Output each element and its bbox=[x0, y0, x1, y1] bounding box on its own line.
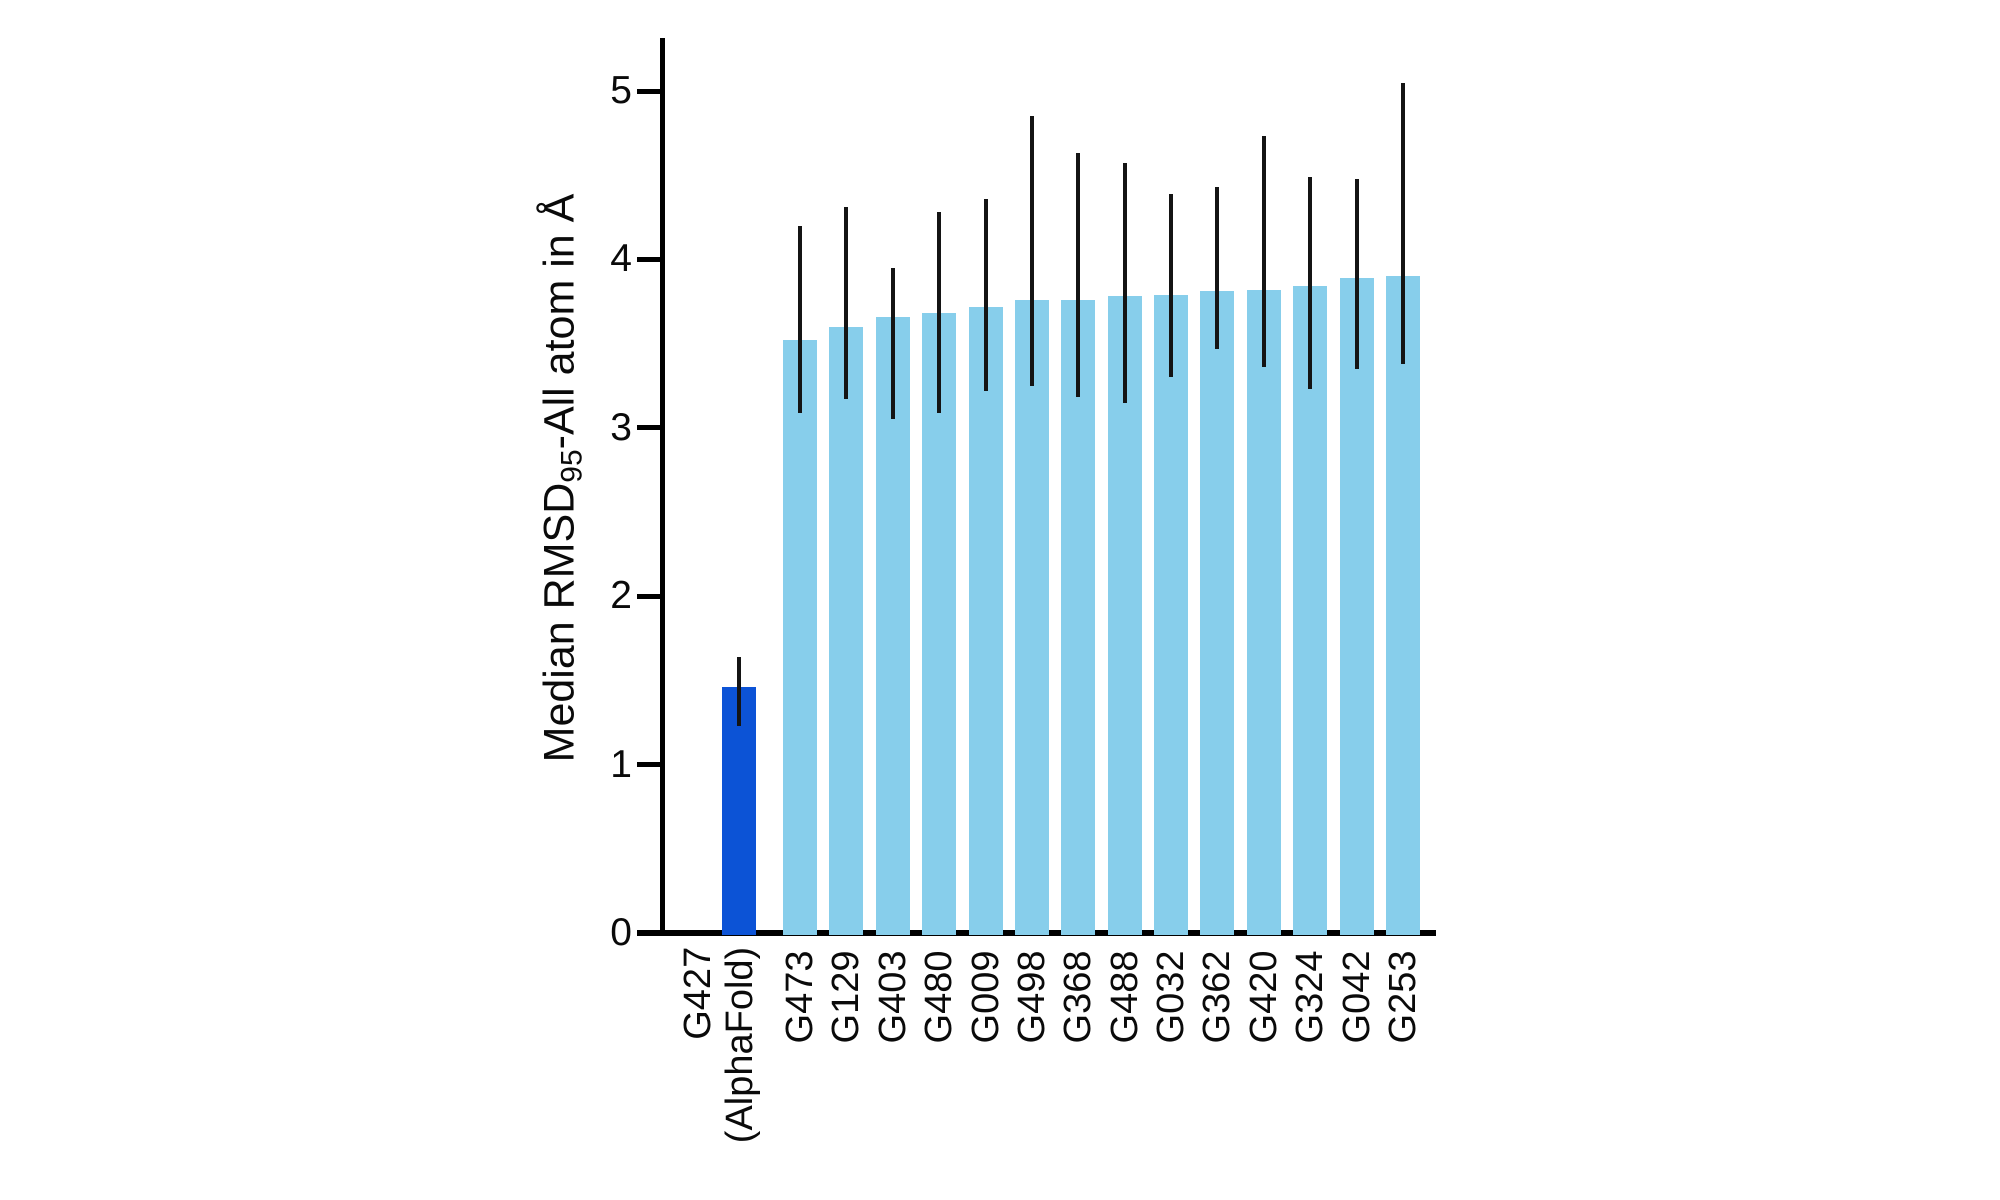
error-bar-G480 bbox=[937, 212, 942, 413]
y-axis-title-subscript: 95 bbox=[555, 449, 589, 483]
error-bar-G498 bbox=[1029, 116, 1034, 386]
y-tick-1 bbox=[637, 762, 663, 768]
bar-G498 bbox=[1014, 299, 1049, 935]
error-bar-G324 bbox=[1308, 176, 1313, 390]
bar-G129 bbox=[829, 326, 864, 935]
error-bar-G488 bbox=[1122, 163, 1127, 403]
error-bar-G420 bbox=[1261, 136, 1266, 368]
error-bar-G009 bbox=[983, 198, 988, 391]
x-tick-label-G427: G427 (AlphaFold) bbox=[677, 947, 761, 1143]
bar-G368 bbox=[1061, 299, 1096, 935]
error-bar-G032 bbox=[1169, 193, 1174, 378]
x-tick-label-G324: G324 bbox=[1289, 950, 1332, 1044]
y-tick-5 bbox=[637, 88, 663, 94]
y-tick-label-0: 0 bbox=[610, 911, 632, 954]
y-tick-label-3: 3 bbox=[610, 405, 632, 449]
error-bar-G042 bbox=[1354, 178, 1359, 369]
y-tick-label-5: 5 bbox=[610, 69, 632, 112]
bar-G009 bbox=[968, 306, 1003, 935]
y-axis-line bbox=[660, 38, 665, 936]
x-tick-label-G042: G042 bbox=[1335, 950, 1378, 1044]
y-tick-4 bbox=[637, 256, 663, 262]
x-tick-label-G253: G253 bbox=[1381, 950, 1424, 1044]
x-tick-label-G403: G403 bbox=[871, 950, 914, 1044]
error-bar-G403 bbox=[890, 267, 895, 420]
bar-G427 bbox=[722, 687, 756, 935]
y-tick-2 bbox=[637, 593, 663, 599]
x-tick-label-G473: G473 bbox=[779, 950, 821, 1044]
bar-G480 bbox=[922, 313, 957, 935]
error-bar-G253 bbox=[1400, 82, 1405, 364]
error-bar-G473 bbox=[798, 225, 802, 413]
bar-G042 bbox=[1339, 277, 1374, 935]
bar-G420 bbox=[1246, 289, 1281, 935]
x-tick-label-G480: G480 bbox=[918, 950, 961, 1044]
error-bar-G368 bbox=[1076, 153, 1081, 398]
bar-G488 bbox=[1107, 296, 1142, 935]
x-tick-label-G009: G009 bbox=[964, 950, 1007, 1044]
x-tick-label-G129: G129 bbox=[825, 950, 868, 1044]
error-bar-G129 bbox=[844, 207, 849, 400]
x-tick-label-line1: G427 bbox=[677, 946, 719, 1040]
x-tick-label-G368: G368 bbox=[1057, 950, 1100, 1044]
bar-G473 bbox=[783, 340, 817, 935]
bar-G253 bbox=[1385, 276, 1420, 935]
x-tick-label-G420: G420 bbox=[1242, 950, 1285, 1044]
y-tick-label-1: 1 bbox=[610, 742, 632, 786]
x-tick-label-G032: G032 bbox=[1150, 950, 1193, 1044]
bar-G362 bbox=[1200, 291, 1235, 935]
x-tick-label-G498: G498 bbox=[1010, 950, 1053, 1044]
y-axis-title-text: Median RMSD bbox=[535, 482, 584, 763]
x-tick-label-line2: (AlphaFold) bbox=[719, 946, 761, 1144]
y-tick-label-4: 4 bbox=[610, 237, 632, 281]
error-bar-G362 bbox=[1215, 186, 1220, 349]
bar-G403 bbox=[875, 316, 910, 935]
y-tick-label-2: 2 bbox=[610, 574, 632, 618]
bar-G324 bbox=[1293, 286, 1328, 935]
error-bar-G427 bbox=[737, 656, 741, 726]
x-tick-label-G362: G362 bbox=[1196, 950, 1239, 1044]
y-tick-3 bbox=[637, 425, 663, 431]
x-tick-label-G488: G488 bbox=[1103, 950, 1146, 1044]
bar-G032 bbox=[1154, 294, 1189, 935]
